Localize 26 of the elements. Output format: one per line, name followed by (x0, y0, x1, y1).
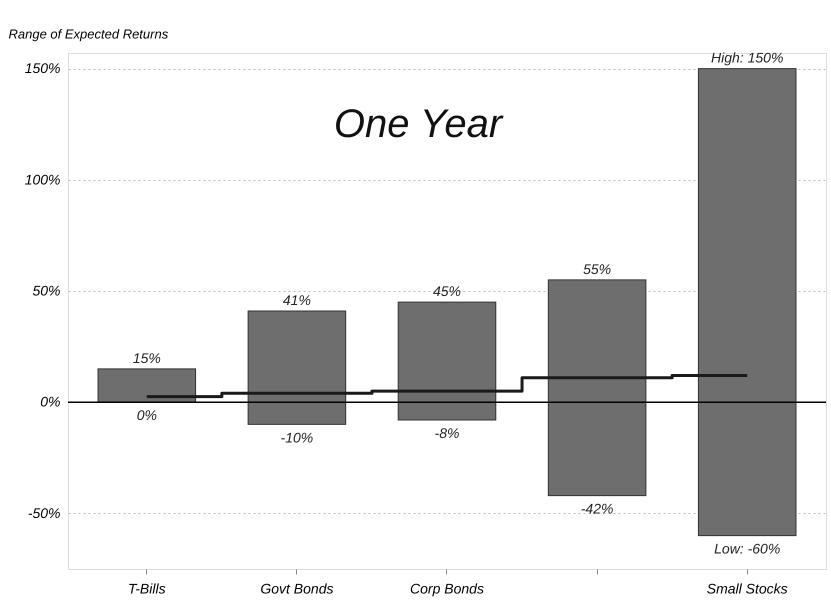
annotation: 55% (583, 260, 612, 277)
y-axis-title: Range of Expected Returns (8, 26, 169, 42)
x-tick-label: Govt Bonds (260, 580, 334, 596)
bar (398, 302, 496, 420)
bar (698, 68, 796, 536)
annotation: 41% (282, 292, 311, 308)
y-tick-label: 100% (24, 171, 60, 188)
annotation: -8% (434, 424, 460, 441)
annotation: Low: -60% (714, 540, 780, 557)
annotation: High: 150% (711, 50, 784, 66)
x-tick-label: Corp Bonds (410, 580, 484, 596)
x-tick-label: T-Bills (128, 580, 166, 596)
bar (548, 279, 646, 496)
bar (248, 310, 346, 425)
annotation: 15% (132, 350, 161, 366)
y-tick-label: 50% (32, 282, 60, 298)
y-tick-label: 150% (24, 60, 60, 76)
annotation: 0% (136, 407, 157, 424)
y-tick-label: -50% (28, 504, 60, 521)
annotation: -10% (280, 429, 314, 446)
bar (98, 368, 196, 403)
annotation: 45% (432, 283, 462, 300)
text: One Year (334, 102, 504, 146)
x-tick-label: Small Stocks (706, 580, 788, 596)
y-tick-label: 0% (40, 394, 60, 410)
annotation: -42% (580, 500, 614, 517)
